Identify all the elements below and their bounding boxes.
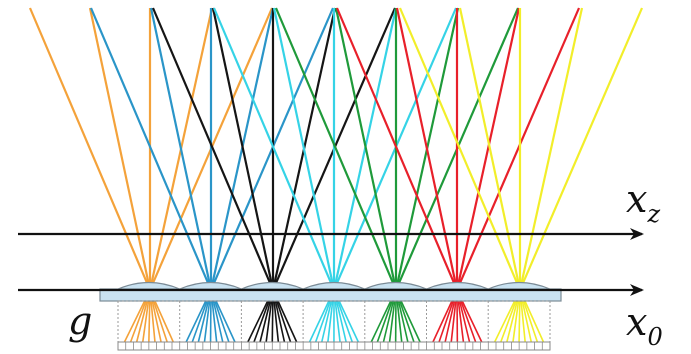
lenslets [117,281,551,290]
focus-red-rays [335,7,581,344]
focus-black-upper-ray [151,7,275,291]
focus-yellow-upper-ray [398,7,522,291]
pixel-cells [125,301,543,350]
ray-fans [28,7,644,344]
focus-yellow-rays [398,7,644,344]
lenslet [117,281,180,290]
focus-cyan-upper-ray [272,7,336,291]
focus-cyan-upper-ray [212,7,336,291]
lenslet [364,281,427,290]
lens-array [99,281,562,302]
focus-yellow-upper-ray [518,7,584,291]
lenslet [241,281,304,290]
lenslet [426,281,489,290]
focus-orange-upper-ray [28,7,152,291]
focus-red-upper-ray [455,7,521,291]
gap-label: g [68,299,92,343]
lenslet [487,281,551,290]
focus-yellow-upper-ray [458,7,522,291]
focus-blue-upper-ray [89,7,213,291]
focus-red-upper-ray [395,7,459,291]
axis-x0-label: x0 [626,300,663,351]
focus-orange-upper-ray [88,7,152,291]
focus-black-upper-ray [211,7,275,291]
lenslet [302,281,366,290]
axis-xz-label: xz [626,177,660,228]
focus-green-upper-ray [334,7,398,291]
focus-red-upper-ray [455,7,581,291]
lenslet [179,281,242,290]
focus-blue-upper-ray [149,7,213,291]
focus-green-upper-ray [274,7,398,291]
focus-red-upper-ray [335,7,459,291]
focus-yellow-upper-ray [518,7,644,291]
display-panel [117,300,551,351]
